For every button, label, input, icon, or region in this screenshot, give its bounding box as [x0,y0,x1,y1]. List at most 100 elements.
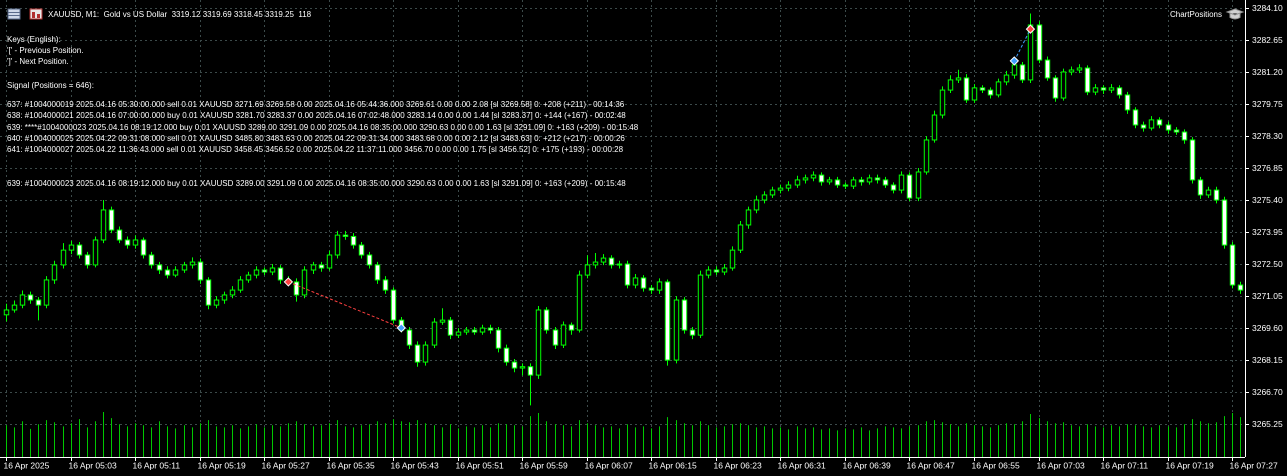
x-tick-label: 16 Apr 05:35 [327,460,375,470]
header: XAUUSD, M1: Gold vs US Dollar 3319.12 33… [7,8,1245,20]
candle-body [1076,67,1083,71]
candle-body [1019,64,1026,81]
x-tick-label: 16 Apr 06:07 [585,460,633,470]
candle-body [1132,109,1139,126]
candle-body [1148,119,1155,129]
candle-body [745,209,752,226]
x-tick-label: 16 Apr 07:19 [1166,460,1214,470]
candle-body [511,361,518,369]
candle-body [1100,87,1107,91]
candle-body [382,279,389,291]
icon-bar [37,14,40,18]
y-tick-label: 3279.75 [1252,99,1283,109]
candle-body [568,324,575,331]
candle-body [818,174,825,183]
candle-body [923,139,930,173]
candle-body [439,319,446,323]
candle-body [939,89,946,116]
plot-area [3,13,1244,457]
candle-body [890,184,897,191]
candle-body [261,269,268,273]
candle-body [479,327,486,333]
candle-body [1108,87,1115,91]
menu-icon[interactable] [7,8,21,20]
candle-body [181,264,188,271]
y-tick-label: 3276.85 [1252,163,1283,173]
candle-body [761,194,768,201]
candle-body [1092,87,1099,93]
candle-body [1068,69,1075,73]
signal-line: 641: #1004000027 2025.04.22 11:36:43.000… [7,145,624,154]
x-tick-label: 16 Apr 07:03 [1037,460,1085,470]
signal-line: 638: #1004000021 2025.04.16 07:00:00.000… [7,111,626,120]
candle-body [310,264,317,271]
chart-icon[interactable] [29,8,43,20]
candle-body [1165,124,1172,131]
axes: 3284.10 3282.65 3281.20 3279.75 3278.30 3276.… [4,3,1283,471]
candle-body [245,274,252,281]
trade-line [1013,28,1031,62]
icon-bar [32,12,35,18]
candle-body [487,327,494,331]
candle-body [608,257,615,266]
candle-body [156,264,163,271]
candle-body [947,79,954,91]
candle-body [1044,59,1051,79]
candle-body [172,269,179,276]
candle-body [713,269,720,273]
candle-body [673,299,680,361]
candle-body [197,261,204,281]
candle-body [1213,189,1220,201]
candle-body [503,347,510,363]
candle-body [326,254,333,269]
trade-marker [396,323,406,333]
candle-body [1229,244,1236,286]
grid [0,0,1245,457]
keys-title: Keys (English): [7,35,61,44]
candle-body [277,267,284,281]
candle-body [656,281,663,291]
candle-body [576,274,583,331]
candle-body [253,269,260,276]
candle-body [915,171,922,199]
y-tick-label: 3275.40 [1252,195,1283,205]
candle-body [1189,139,1196,181]
candle-body [455,331,462,336]
candle-body [1060,71,1067,99]
candle-body [431,321,438,346]
signal-title: Signal (Positions = 646): [7,81,94,90]
candle-body [318,264,325,269]
candle-body [100,209,107,241]
candle-body [802,177,809,181]
candle-body [560,324,567,346]
candle-body [1140,124,1147,129]
candle-body [213,299,220,306]
candle-body [769,189,776,196]
candle-body [552,329,559,346]
candle-body [987,89,994,96]
signal-line: 637: #1004000019 2025.04.16 05:30:00.000… [7,100,625,109]
candle-body [1237,284,1244,291]
y-tick-label: 3271.05 [1252,291,1283,301]
x-tick-label: 16 Apr 05:51 [456,460,504,470]
y-tick-label: 3269.60 [1252,323,1283,333]
candle-body [92,239,99,266]
candle-body [963,77,970,101]
candle-body [471,329,478,333]
selected-signal: 639: #1004000023 2025.04.16 08:19:12.000… [7,179,626,188]
candle-body [834,179,841,186]
candle-body [955,77,962,81]
candle-body [1011,64,1018,76]
candle-body [293,281,300,296]
x-tick-label: 16 Apr 06:47 [907,460,955,470]
candle-body [753,199,760,211]
candle-body [205,279,212,306]
candle-body [632,277,639,286]
candle-body [1205,189,1212,196]
candle-body [68,244,75,251]
candle-body [592,261,599,266]
candle-body [11,304,18,311]
candle-body [697,274,704,336]
